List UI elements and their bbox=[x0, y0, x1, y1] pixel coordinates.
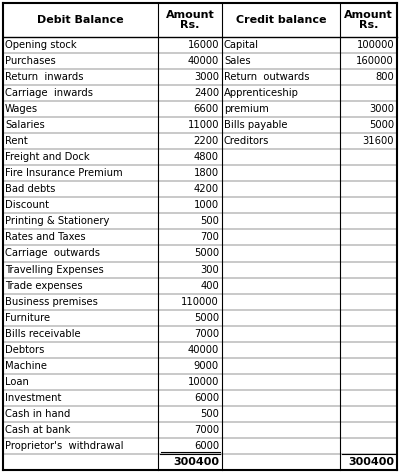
Text: Trade expenses: Trade expenses bbox=[5, 281, 83, 291]
Text: 800: 800 bbox=[375, 72, 394, 82]
Text: 1800: 1800 bbox=[194, 168, 219, 178]
Text: 160000: 160000 bbox=[356, 56, 394, 66]
Text: Proprietor's  withdrawal: Proprietor's withdrawal bbox=[5, 441, 124, 451]
Text: 6000: 6000 bbox=[194, 393, 219, 403]
Text: 110000: 110000 bbox=[181, 297, 219, 307]
Text: Creditors: Creditors bbox=[224, 136, 269, 146]
Text: Printing & Stationery: Printing & Stationery bbox=[5, 217, 109, 227]
Text: 300400: 300400 bbox=[173, 457, 219, 467]
Text: 11000: 11000 bbox=[188, 120, 219, 130]
Text: Discount: Discount bbox=[5, 201, 49, 210]
Text: Opening stock: Opening stock bbox=[5, 40, 77, 50]
Text: Carriage  outwards: Carriage outwards bbox=[5, 248, 100, 258]
Text: 300: 300 bbox=[200, 264, 219, 274]
Text: 7000: 7000 bbox=[194, 328, 219, 339]
Text: 3000: 3000 bbox=[369, 104, 394, 114]
Text: 500: 500 bbox=[200, 409, 219, 419]
Text: 3000: 3000 bbox=[194, 72, 219, 82]
Text: 16000: 16000 bbox=[188, 40, 219, 50]
Text: 40000: 40000 bbox=[188, 56, 219, 66]
Text: Debit Balance: Debit Balance bbox=[37, 15, 124, 25]
Text: Wages: Wages bbox=[5, 104, 38, 114]
Text: 2400: 2400 bbox=[194, 88, 219, 98]
Text: 700: 700 bbox=[200, 232, 219, 243]
Text: Investment: Investment bbox=[5, 393, 61, 403]
Text: Rates and Taxes: Rates and Taxes bbox=[5, 232, 86, 243]
Text: 500: 500 bbox=[200, 217, 219, 227]
Text: Fire Insurance Premium: Fire Insurance Premium bbox=[5, 168, 123, 178]
Text: 7000: 7000 bbox=[194, 425, 219, 435]
Text: Cash at bank: Cash at bank bbox=[5, 425, 70, 435]
Text: Purchases: Purchases bbox=[5, 56, 56, 66]
Text: 9000: 9000 bbox=[194, 361, 219, 371]
Text: 5000: 5000 bbox=[369, 120, 394, 130]
Text: Apprenticeship: Apprenticeship bbox=[224, 88, 299, 98]
Text: 4800: 4800 bbox=[194, 152, 219, 162]
Text: 300400: 300400 bbox=[348, 457, 394, 467]
Text: Sales: Sales bbox=[224, 56, 251, 66]
Text: 5000: 5000 bbox=[194, 248, 219, 258]
Text: 5000: 5000 bbox=[194, 313, 219, 323]
Text: 1000: 1000 bbox=[194, 201, 219, 210]
Text: Salaries: Salaries bbox=[5, 120, 45, 130]
Text: Carriage  inwards: Carriage inwards bbox=[5, 88, 93, 98]
Text: Bills receivable: Bills receivable bbox=[5, 328, 81, 339]
Text: Business premises: Business premises bbox=[5, 297, 98, 307]
Text: Loan: Loan bbox=[5, 377, 29, 387]
Text: Capital: Capital bbox=[224, 40, 259, 50]
Text: 6000: 6000 bbox=[194, 441, 219, 451]
Text: 10000: 10000 bbox=[188, 377, 219, 387]
Text: Rent: Rent bbox=[5, 136, 28, 146]
Text: Rs.: Rs. bbox=[180, 20, 200, 30]
Text: Amount: Amount bbox=[344, 10, 393, 20]
Text: 2200: 2200 bbox=[194, 136, 219, 146]
Text: 6600: 6600 bbox=[194, 104, 219, 114]
Text: Credit balance: Credit balance bbox=[236, 15, 326, 25]
Text: Machine: Machine bbox=[5, 361, 47, 371]
Text: Return  outwards: Return outwards bbox=[224, 72, 310, 82]
Text: 31600: 31600 bbox=[362, 136, 394, 146]
Text: 40000: 40000 bbox=[188, 345, 219, 355]
Text: 400: 400 bbox=[200, 281, 219, 291]
Text: Bills payable: Bills payable bbox=[224, 120, 288, 130]
Text: Freight and Dock: Freight and Dock bbox=[5, 152, 90, 162]
Text: 4200: 4200 bbox=[194, 184, 219, 194]
Text: Cash in hand: Cash in hand bbox=[5, 409, 70, 419]
Text: Furniture: Furniture bbox=[5, 313, 50, 323]
Text: Amount: Amount bbox=[166, 10, 214, 20]
Text: Travelling Expenses: Travelling Expenses bbox=[5, 264, 104, 274]
Text: Bad debts: Bad debts bbox=[5, 184, 55, 194]
Text: Rs.: Rs. bbox=[359, 20, 378, 30]
Text: 100000: 100000 bbox=[356, 40, 394, 50]
Text: Return  inwards: Return inwards bbox=[5, 72, 84, 82]
Text: premium: premium bbox=[224, 104, 269, 114]
Text: Debtors: Debtors bbox=[5, 345, 44, 355]
